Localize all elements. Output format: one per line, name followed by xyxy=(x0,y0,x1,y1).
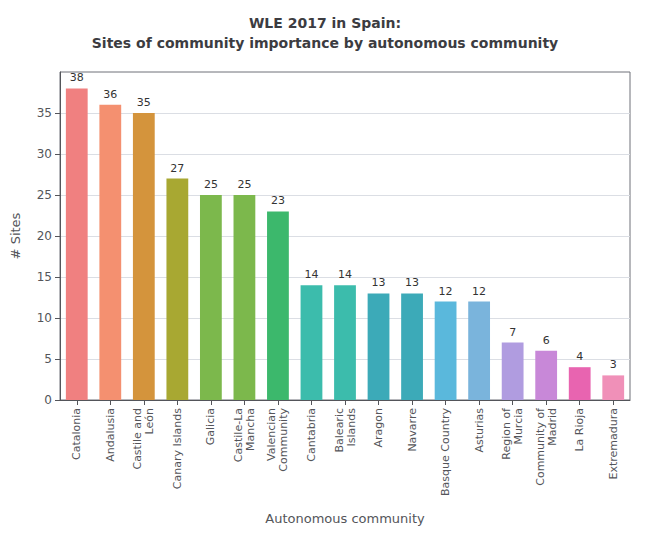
svg-text:36: 36 xyxy=(103,88,117,101)
svg-text:Galicia: Galicia xyxy=(204,408,217,445)
svg-text:Navarre: Navarre xyxy=(406,408,419,452)
svg-text:Balearic: Balearic xyxy=(332,408,346,453)
svg-text:27: 27 xyxy=(170,162,184,175)
svg-text:Cantabria: Cantabria xyxy=(305,408,318,462)
svg-text:Region of: Region of xyxy=(500,408,514,460)
svg-text:12: 12 xyxy=(472,285,486,298)
svg-text:Mancha: Mancha xyxy=(244,408,257,451)
svg-text:Castile and: Castile and xyxy=(131,408,145,470)
svg-text:Canary Islands: Canary Islands xyxy=(171,408,184,489)
svg-text:Catalonia: Catalonia xyxy=(70,408,83,460)
svg-text:Andalusia: Andalusia xyxy=(104,408,117,462)
svg-text:14: 14 xyxy=(338,268,352,281)
svg-text:Sites of community importance: Sites of community importance by autonom… xyxy=(92,35,558,51)
svg-text:6: 6 xyxy=(543,334,550,347)
svg-text:25: 25 xyxy=(237,178,251,191)
svg-text:13: 13 xyxy=(405,276,419,289)
svg-text:Castile-La: Castile-La xyxy=(231,408,245,463)
svg-text:0: 0 xyxy=(44,393,52,407)
svg-text:20: 20 xyxy=(37,229,52,243)
svg-text:35: 35 xyxy=(137,96,151,109)
svg-text:3: 3 xyxy=(610,358,617,371)
svg-text:Community: Community xyxy=(277,408,290,472)
svg-text:Autonomous community: Autonomous community xyxy=(265,511,425,526)
svg-text:12: 12 xyxy=(439,285,453,298)
svg-text:Islands: Islands xyxy=(345,408,358,447)
svg-text:WLE 2017 in Spain:: WLE 2017 in Spain: xyxy=(249,15,401,31)
svg-text:Valencian: Valencian xyxy=(265,408,279,461)
svg-text:Extremadura: Extremadura xyxy=(607,408,620,480)
svg-text:Basque Country: Basque Country xyxy=(439,408,452,496)
svg-text:15: 15 xyxy=(37,270,52,284)
svg-text:León: León xyxy=(143,408,156,434)
svg-text:# Sites: # Sites xyxy=(8,212,23,259)
svg-text:7: 7 xyxy=(509,326,516,339)
svg-text:14: 14 xyxy=(304,268,318,281)
svg-text:25: 25 xyxy=(204,178,218,191)
svg-text:Aragon: Aragon xyxy=(372,408,385,448)
svg-text:5: 5 xyxy=(44,352,52,366)
svg-text:13: 13 xyxy=(372,276,386,289)
svg-text:Madrid: Madrid xyxy=(546,408,559,446)
svg-text:Murcia: Murcia xyxy=(512,408,525,445)
svg-text:10: 10 xyxy=(37,311,52,325)
svg-text:38: 38 xyxy=(70,71,84,84)
svg-text:23: 23 xyxy=(271,194,285,207)
svg-text:30: 30 xyxy=(37,147,52,161)
svg-text:La Rioja: La Rioja xyxy=(573,408,586,452)
svg-text:4: 4 xyxy=(576,350,583,363)
svg-text:Community of: Community of xyxy=(533,408,547,486)
svg-text:25: 25 xyxy=(37,188,52,202)
svg-text:Asturias: Asturias xyxy=(473,408,486,453)
svg-text:35: 35 xyxy=(37,106,52,120)
